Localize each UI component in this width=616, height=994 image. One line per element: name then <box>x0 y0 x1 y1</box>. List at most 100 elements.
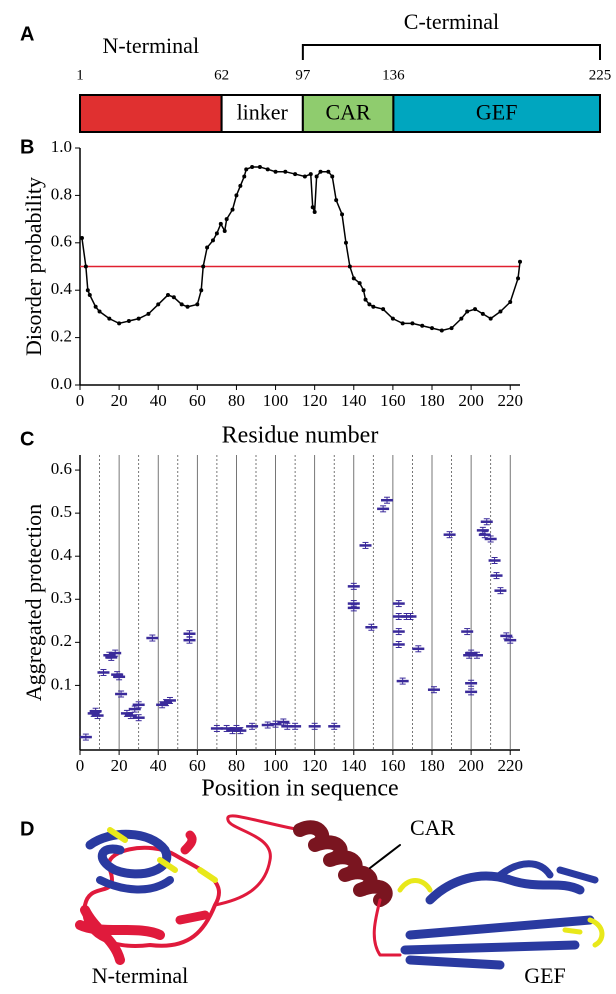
domain-segment <box>220 94 304 133</box>
x-tick-label: 80 <box>228 756 245 775</box>
data-point <box>318 169 323 174</box>
data-point <box>347 582 360 590</box>
boundary-label: 136 <box>382 67 405 83</box>
bracket <box>301 44 601 60</box>
x-tick-label: 200 <box>458 756 484 775</box>
structure-label: N-terminal <box>92 963 189 988</box>
x-tick-label: 0 <box>76 391 85 410</box>
data-point <box>79 733 92 741</box>
data-point <box>113 673 126 681</box>
data-point <box>343 240 348 245</box>
data-point <box>490 572 503 580</box>
data-point <box>85 288 90 293</box>
data-point <box>392 628 405 636</box>
data-point <box>87 292 92 297</box>
x-tick-label: 120 <box>302 756 328 775</box>
data-point <box>504 636 517 644</box>
data-point <box>465 309 470 314</box>
data-point <box>328 722 341 730</box>
data-point <box>500 632 513 640</box>
data-point <box>326 169 331 174</box>
data-point <box>312 209 317 214</box>
data-point <box>381 307 386 312</box>
x-tick-label: 220 <box>497 391 523 410</box>
x-tick-label: 0 <box>76 756 85 775</box>
data-point <box>128 705 141 713</box>
data-point <box>183 630 196 638</box>
x-tick-label: 180 <box>419 756 445 775</box>
x-tick-label: 120 <box>302 391 328 410</box>
data-point <box>201 264 206 269</box>
structure-label: CAR <box>410 815 456 840</box>
data-point <box>210 238 215 243</box>
data-point <box>508 300 513 305</box>
data-point <box>357 281 362 286</box>
structure-label: GEF <box>524 963 566 988</box>
data-point <box>461 628 474 636</box>
boundary-label: 97 <box>295 67 311 83</box>
data-point <box>404 612 417 620</box>
data-point <box>93 304 98 309</box>
domain-label: GEF <box>476 100 518 125</box>
data-point <box>396 677 409 685</box>
domain-segment <box>301 94 395 133</box>
data-point <box>195 302 200 307</box>
x-tick-label: 20 <box>111 756 128 775</box>
data-point <box>83 264 88 269</box>
data-point <box>410 321 415 326</box>
data-point <box>171 295 176 300</box>
disorder-line <box>81 166 521 332</box>
data-point <box>400 321 405 326</box>
x-tick-label: 180 <box>419 391 445 410</box>
data-point <box>361 288 366 293</box>
data-point <box>224 217 229 222</box>
data-point <box>91 712 104 720</box>
data-point <box>115 690 128 698</box>
data-point <box>392 640 405 648</box>
x-tick-label: 100 <box>263 391 289 410</box>
boundary-label: 1 <box>76 67 84 83</box>
data-point <box>363 297 368 302</box>
y-tick-label: 0.3 <box>51 588 72 607</box>
data-point <box>308 172 313 177</box>
data-point <box>516 276 521 281</box>
x-tick-label: 200 <box>458 391 484 410</box>
data-point <box>163 696 176 704</box>
data-point <box>476 526 489 534</box>
data-point <box>242 174 247 179</box>
data-point <box>518 259 522 264</box>
data-point <box>473 307 478 312</box>
x-axis-label: Position in sequence <box>201 776 398 802</box>
data-point <box>381 496 394 504</box>
y-tick-label: 0.2 <box>51 631 72 650</box>
data-point <box>412 645 425 653</box>
data-point <box>443 531 456 539</box>
structure-drawing <box>75 814 605 970</box>
data-point <box>314 174 319 179</box>
data-point <box>289 722 302 730</box>
panel-label: D <box>20 818 34 840</box>
data-point <box>340 212 345 217</box>
data-point <box>478 531 491 539</box>
data-point <box>273 169 278 174</box>
data-point <box>79 236 84 241</box>
x-tick-label: 80 <box>228 391 245 410</box>
data-point <box>347 264 352 269</box>
domain-segment <box>79 94 223 133</box>
data-point <box>371 304 376 309</box>
data-point <box>132 701 145 709</box>
data-point <box>334 198 339 203</box>
data-point <box>420 323 425 328</box>
y-axis-label: Aggregated protection <box>21 504 46 701</box>
data-point <box>308 722 321 730</box>
data-point <box>277 718 290 726</box>
data-point <box>293 172 298 177</box>
data-point <box>494 587 507 595</box>
y-tick-label: 0.5 <box>51 502 72 521</box>
data-point <box>257 164 262 169</box>
data-point <box>97 309 102 314</box>
data-point <box>465 679 478 687</box>
data-point <box>480 311 485 316</box>
annotation: N-terminal <box>103 33 200 58</box>
